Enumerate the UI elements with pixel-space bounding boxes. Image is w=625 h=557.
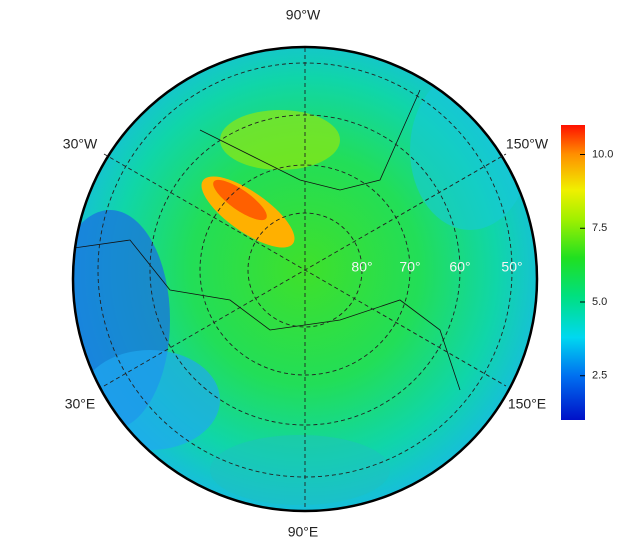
latitude-label: 60°: [449, 259, 470, 275]
meridian-label: 150°E: [508, 396, 546, 412]
graticule: [97, 48, 513, 510]
colorbar-tick-label: 5.0: [592, 296, 607, 308]
colorbar: [561, 125, 585, 420]
meridian-label: 90°E: [288, 524, 319, 540]
colorbar-ticks: 2.5 5.0 7.5 10.0: [580, 148, 613, 382]
colorbar-tick-label: 10.0: [592, 148, 613, 160]
field: [73, 47, 537, 511]
meridian-label: 30°W: [63, 136, 98, 152]
meridian-label: 90°W: [286, 7, 321, 23]
meridian-label: 30°E: [65, 396, 96, 412]
colorbar-tick-label: 7.5: [592, 222, 607, 234]
latitude-label: 80°: [351, 259, 372, 275]
latitude-label: 50°: [501, 259, 522, 275]
latitude-label: 70°: [399, 259, 420, 275]
colorbar-tick-label: 2.5: [592, 370, 607, 382]
meridian-label: 150°W: [506, 136, 549, 152]
